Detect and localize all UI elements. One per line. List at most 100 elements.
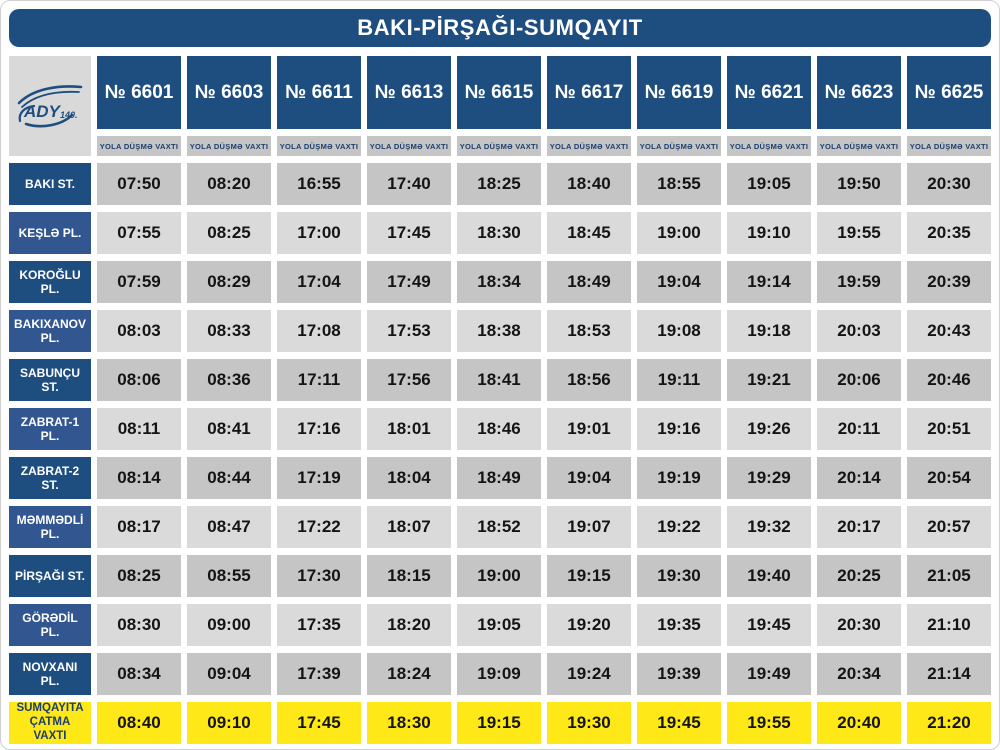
time-cell: 08:47 <box>187 506 271 548</box>
time-cell: 18:04 <box>367 457 451 499</box>
departure-time-header: YOLA DÜŞMƏ VAXTI <box>277 136 361 156</box>
time-cell: 18:24 <box>367 653 451 695</box>
time-cell: 18:56 <box>547 359 631 401</box>
time-cell: 19:09 <box>457 653 541 695</box>
time-cell: 08:25 <box>187 212 271 254</box>
time-cell: 20:30 <box>907 163 991 205</box>
station-cell: BAKI ST. <box>9 163 91 205</box>
time-cell: 19:40 <box>727 555 811 597</box>
time-cell: 20:11 <box>817 408 901 450</box>
departure-time-header: YOLA DÜŞMƏ VAXTI <box>367 136 451 156</box>
arrival-time-cell: 18:30 <box>367 702 451 744</box>
station-cell: SABUNÇU ST. <box>9 359 91 401</box>
time-cell: 19:24 <box>547 653 631 695</box>
route-title-bar: BAKI-PİRŞAĞI-SUMQAYIT <box>9 9 991 47</box>
time-cell: 08:20 <box>187 163 271 205</box>
time-cell: 20:17 <box>817 506 901 548</box>
time-cell: 20:54 <box>907 457 991 499</box>
time-cell: 08:30 <box>97 604 181 646</box>
time-cell: 08:25 <box>97 555 181 597</box>
time-cell: 18:38 <box>457 310 541 352</box>
time-cell: 08:29 <box>187 261 271 303</box>
time-cell: 20:35 <box>907 212 991 254</box>
time-cell: 20:30 <box>817 604 901 646</box>
time-cell: 20:57 <box>907 506 991 548</box>
time-cell: 19:45 <box>727 604 811 646</box>
time-cell: 18:07 <box>367 506 451 548</box>
time-cell: 19:30 <box>637 555 721 597</box>
arrival-time-cell: 21:20 <box>907 702 991 744</box>
time-cell: 20:51 <box>907 408 991 450</box>
train-column-header: № 6621 <box>727 56 811 129</box>
time-cell: 18:53 <box>547 310 631 352</box>
station-cell: ZABRAT-1 PL. <box>9 408 91 450</box>
time-cell: 18:34 <box>457 261 541 303</box>
time-cell: 17:04 <box>277 261 361 303</box>
arrival-station-cell: SUMQAYITA ÇATMA VAXTI <box>9 702 91 744</box>
time-cell: 18:20 <box>367 604 451 646</box>
train-column-header: № 6603 <box>187 56 271 129</box>
time-cell: 20:46 <box>907 359 991 401</box>
train-column-header: № 6615 <box>457 56 541 129</box>
ady-logo-text: ADY <box>23 102 62 121</box>
arrival-time-cell: 08:40 <box>97 702 181 744</box>
station-cell: NOVXANI PL. <box>9 653 91 695</box>
time-cell: 19:01 <box>547 408 631 450</box>
time-cell: 21:10 <box>907 604 991 646</box>
time-cell: 08:33 <box>187 310 271 352</box>
time-cell: 17:11 <box>277 359 361 401</box>
time-cell: 19:04 <box>547 457 631 499</box>
time-cell: 19:26 <box>727 408 811 450</box>
time-cell: 21:05 <box>907 555 991 597</box>
departure-time-header: YOLA DÜŞMƏ VAXTI <box>187 136 271 156</box>
time-cell: 19:10 <box>727 212 811 254</box>
time-cell: 18:41 <box>457 359 541 401</box>
time-cell: 18:49 <box>457 457 541 499</box>
time-cell: 18:45 <box>547 212 631 254</box>
time-cell: 20:03 <box>817 310 901 352</box>
route-title: BAKI-PİRŞAĞI-SUMQAYIT <box>357 15 643 40</box>
train-column-header: № 6623 <box>817 56 901 129</box>
time-cell: 19:35 <box>637 604 721 646</box>
time-cell: 19:39 <box>637 653 721 695</box>
time-cell: 19:07 <box>547 506 631 548</box>
station-cell: KEŞLƏ PL. <box>9 212 91 254</box>
train-column-header: № 6613 <box>367 56 451 129</box>
arrival-time-cell: 19:45 <box>637 702 721 744</box>
time-cell: 18:55 <box>637 163 721 205</box>
time-cell: 21:14 <box>907 653 991 695</box>
time-cell: 09:00 <box>187 604 271 646</box>
departure-time-header: YOLA DÜŞMƏ VAXTI <box>817 136 901 156</box>
time-cell: 17:08 <box>277 310 361 352</box>
station-cell: ZABRAT-2 ST. <box>9 457 91 499</box>
time-cell: 18:25 <box>457 163 541 205</box>
departure-time-header: YOLA DÜŞMƏ VAXTI <box>547 136 631 156</box>
time-cell: 19:49 <box>727 653 811 695</box>
departure-time-header: YOLA DÜŞMƏ VAXTI <box>457 136 541 156</box>
time-cell: 18:15 <box>367 555 451 597</box>
arrival-time-cell: 17:45 <box>277 702 361 744</box>
time-cell: 19:08 <box>637 310 721 352</box>
ady-logo-cell: ADY 140. <box>9 56 91 156</box>
time-cell: 20:34 <box>817 653 901 695</box>
time-cell: 19:11 <box>637 359 721 401</box>
time-cell: 19:15 <box>547 555 631 597</box>
time-cell: 17:16 <box>277 408 361 450</box>
station-cell: KOROĞLU PL. <box>9 261 91 303</box>
time-cell: 19:05 <box>457 604 541 646</box>
time-cell: 16:55 <box>277 163 361 205</box>
time-cell: 19:50 <box>817 163 901 205</box>
time-cell: 08:06 <box>97 359 181 401</box>
station-cell: PİRŞAĞI ST. <box>9 555 91 597</box>
station-cell: BAKIXANOV PL. <box>9 310 91 352</box>
time-cell: 18:49 <box>547 261 631 303</box>
ady-logo-anniversary: 140. <box>60 110 78 120</box>
time-cell: 19:04 <box>637 261 721 303</box>
time-cell: 08:11 <box>97 408 181 450</box>
time-cell: 18:01 <box>367 408 451 450</box>
time-cell: 19:14 <box>727 261 811 303</box>
time-cell: 18:40 <box>547 163 631 205</box>
time-cell: 19:16 <box>637 408 721 450</box>
time-cell: 17:30 <box>277 555 361 597</box>
